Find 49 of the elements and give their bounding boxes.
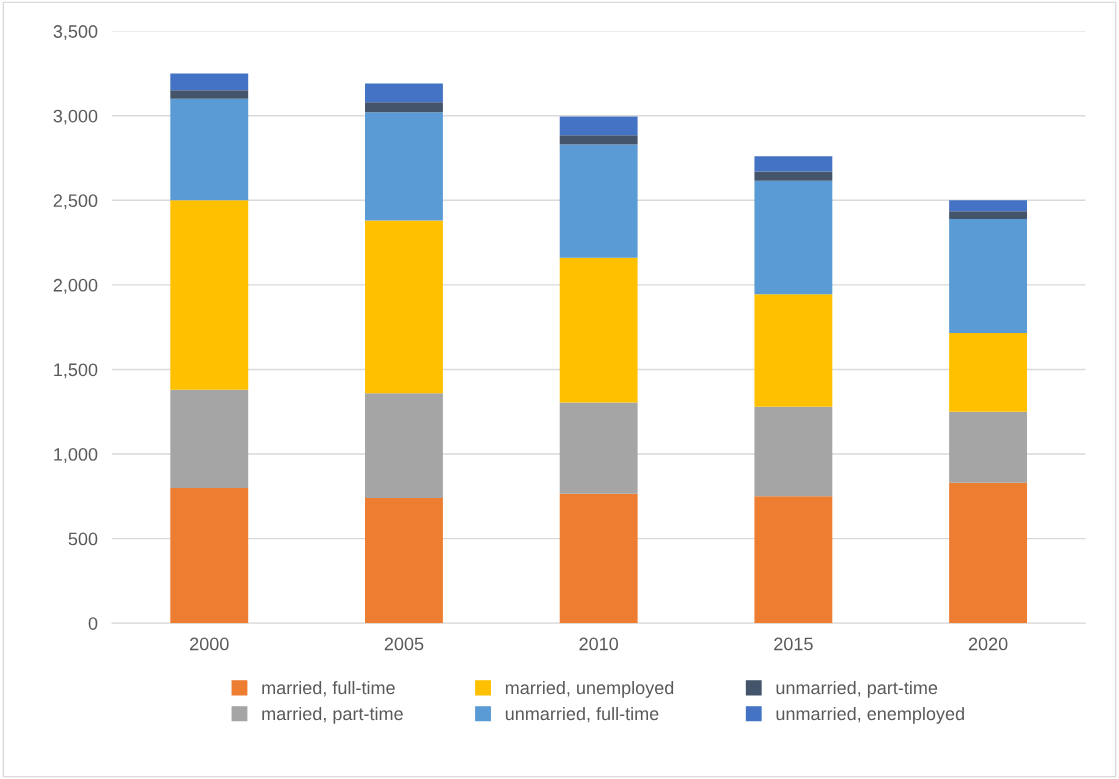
y-tick-label: 3,000 <box>53 109 98 125</box>
bar <box>365 498 443 624</box>
bar <box>754 294 833 407</box>
bar <box>170 90 249 99</box>
bar <box>170 98 249 201</box>
y-tick-label: 1,000 <box>54 447 98 463</box>
bar <box>559 493 638 624</box>
bar <box>949 333 1028 412</box>
bar <box>754 171 833 181</box>
bar <box>949 218 1028 334</box>
x-tick-label: 2010 <box>579 637 619 651</box>
y-tick-label: 2,000 <box>53 278 98 294</box>
bar <box>754 156 833 172</box>
bar <box>365 393 443 499</box>
bar <box>170 73 249 91</box>
bar <box>949 482 1028 624</box>
legend-label: married, part-time <box>262 706 403 724</box>
x-tick-label: 2015 <box>774 637 813 651</box>
bar <box>754 180 833 295</box>
bar <box>365 112 443 221</box>
bar <box>170 200 249 390</box>
bar <box>949 211 1028 219</box>
bar <box>754 496 833 624</box>
bar <box>170 487 249 624</box>
legend-label: married, unemployed <box>505 680 674 698</box>
legend-label: unmarried, part-time <box>776 680 938 698</box>
bar <box>365 83 443 103</box>
x-tick-label: 2000 <box>190 637 229 651</box>
legend-label: unmarried, full-time <box>505 706 659 723</box>
y-tick-label: 3,500 <box>53 25 98 41</box>
bar <box>949 411 1028 483</box>
bar <box>559 144 638 258</box>
bar <box>365 102 443 113</box>
bar <box>949 200 1028 212</box>
bar <box>559 116 638 136</box>
bar <box>754 406 833 497</box>
y-tick-label: 1,500 <box>54 363 98 379</box>
x-tick-label: 2005 <box>384 637 424 651</box>
y-tick-label: 500 <box>68 532 98 546</box>
bar <box>559 257 638 403</box>
bar <box>559 135 638 145</box>
y-tick-label: 0 <box>88 617 98 630</box>
bar <box>170 389 249 488</box>
x-tick-label: 2020 <box>968 637 1008 651</box>
bar <box>559 402 638 494</box>
legend-label: unmarried, enemployed <box>776 706 964 724</box>
y-tick-label: 2,500 <box>53 194 98 210</box>
legend-label: married, full-time <box>262 680 395 697</box>
bar <box>365 220 443 394</box>
